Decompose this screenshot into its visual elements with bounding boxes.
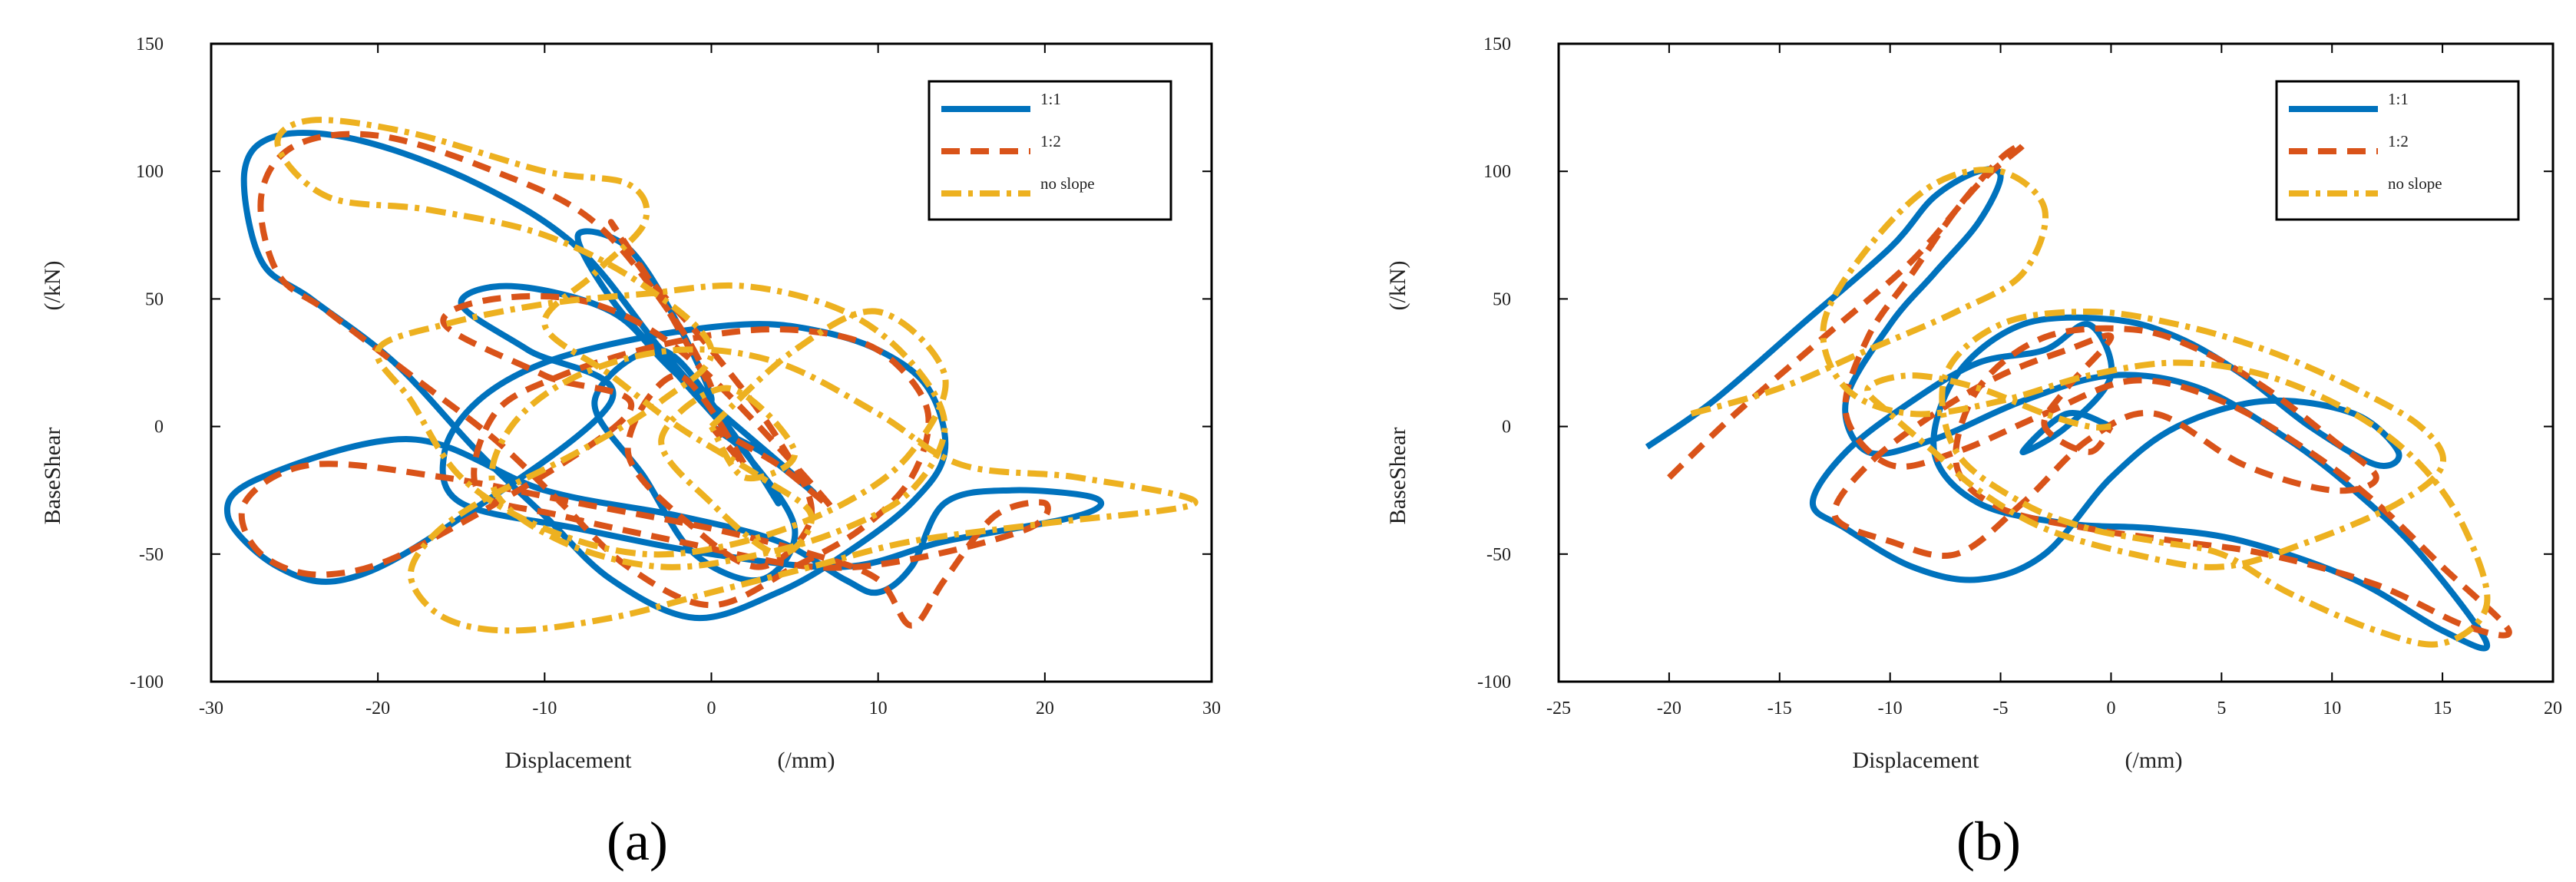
series-line-1-2 [238,130,1051,629]
y-axis-label: BaseShear [40,428,65,525]
legend: 1:1 1:2 no slope [928,80,1172,221]
x-tick-label: -25 [1546,699,1571,718]
legend: 1:1 1:2 no slope [2275,80,2520,221]
x-tick-label: 30 [1202,699,1221,718]
y-tick-label: 150 [136,35,164,55]
series-group [1645,141,2512,652]
y-tick-label: 0 [154,418,164,438]
y-tick-label: -50 [1486,545,1511,565]
legend-label: 1:2 [2388,132,2409,150]
x-tick-label: 0 [2106,699,2115,718]
x-tick-label: 20 [1036,699,1054,718]
chart-panel-a: -30 -20 -10 0 10 20 30-100-50050100150Displace… [40,35,1221,872]
legend-label: 1:1 [1040,90,1061,108]
x-tick-label: 10 [869,699,888,718]
x-axis-unit: (/mm) [778,748,835,773]
series-line-no-slope [274,117,1199,634]
x-tick-label: 15 [2433,699,2452,718]
panel-label: (b) [1956,811,2021,872]
x-tick-label: -5 [1993,699,2009,718]
x-tick-label: 0 [707,699,716,718]
y-tick-label: 150 [1483,35,1511,55]
legend-label: no slope [1040,174,1095,193]
y-tick-label: -100 [130,672,164,692]
y-tick-label: 100 [136,162,164,182]
x-axis-unit: (/mm) [2125,748,2183,773]
series-line-1-1 [1645,166,2491,652]
x-tick-label: -20 [1657,699,1682,718]
x-tick-label: -30 [199,699,223,718]
y-tick-label: 0 [1502,418,1511,438]
series-group [223,117,1199,634]
y-tick-label: 100 [1483,162,1511,182]
legend-label: 1:2 [1040,132,1061,150]
x-tick-label: 5 [2217,699,2226,718]
legend-label: 1:1 [2388,90,2409,108]
legend-label: no slope [2388,174,2442,193]
x-tick-label: 20 [2544,699,2562,718]
plot-frame [1557,42,2555,683]
x-axis-label: Displacement [505,748,633,773]
y-axis-unit: (/kN) [1385,261,1410,311]
chart-panel-b: -25 -20 -15 -10 -5 0 5 10 15 20-100-50050100150Di… [1385,35,2562,872]
y-tick-label: -50 [139,545,164,565]
y-axis-unit: (/kN) [40,261,65,311]
x-axis-label: Displacement [1853,748,1980,773]
panel-label: (a) [607,811,668,872]
y-tick-label: -100 [1477,672,1511,692]
x-tick-label: -15 [1767,699,1792,718]
series-line-no-slope [1690,167,2491,648]
x-tick-label: 10 [2323,699,2341,718]
y-tick-label: 50 [145,289,164,309]
x-tick-label: -10 [532,699,557,718]
x-tick-label: -20 [365,699,390,718]
y-tick-label: 50 [1493,289,1511,309]
x-tick-label: -10 [1878,699,1903,718]
y-axis-label: BaseShear [1385,428,1410,525]
